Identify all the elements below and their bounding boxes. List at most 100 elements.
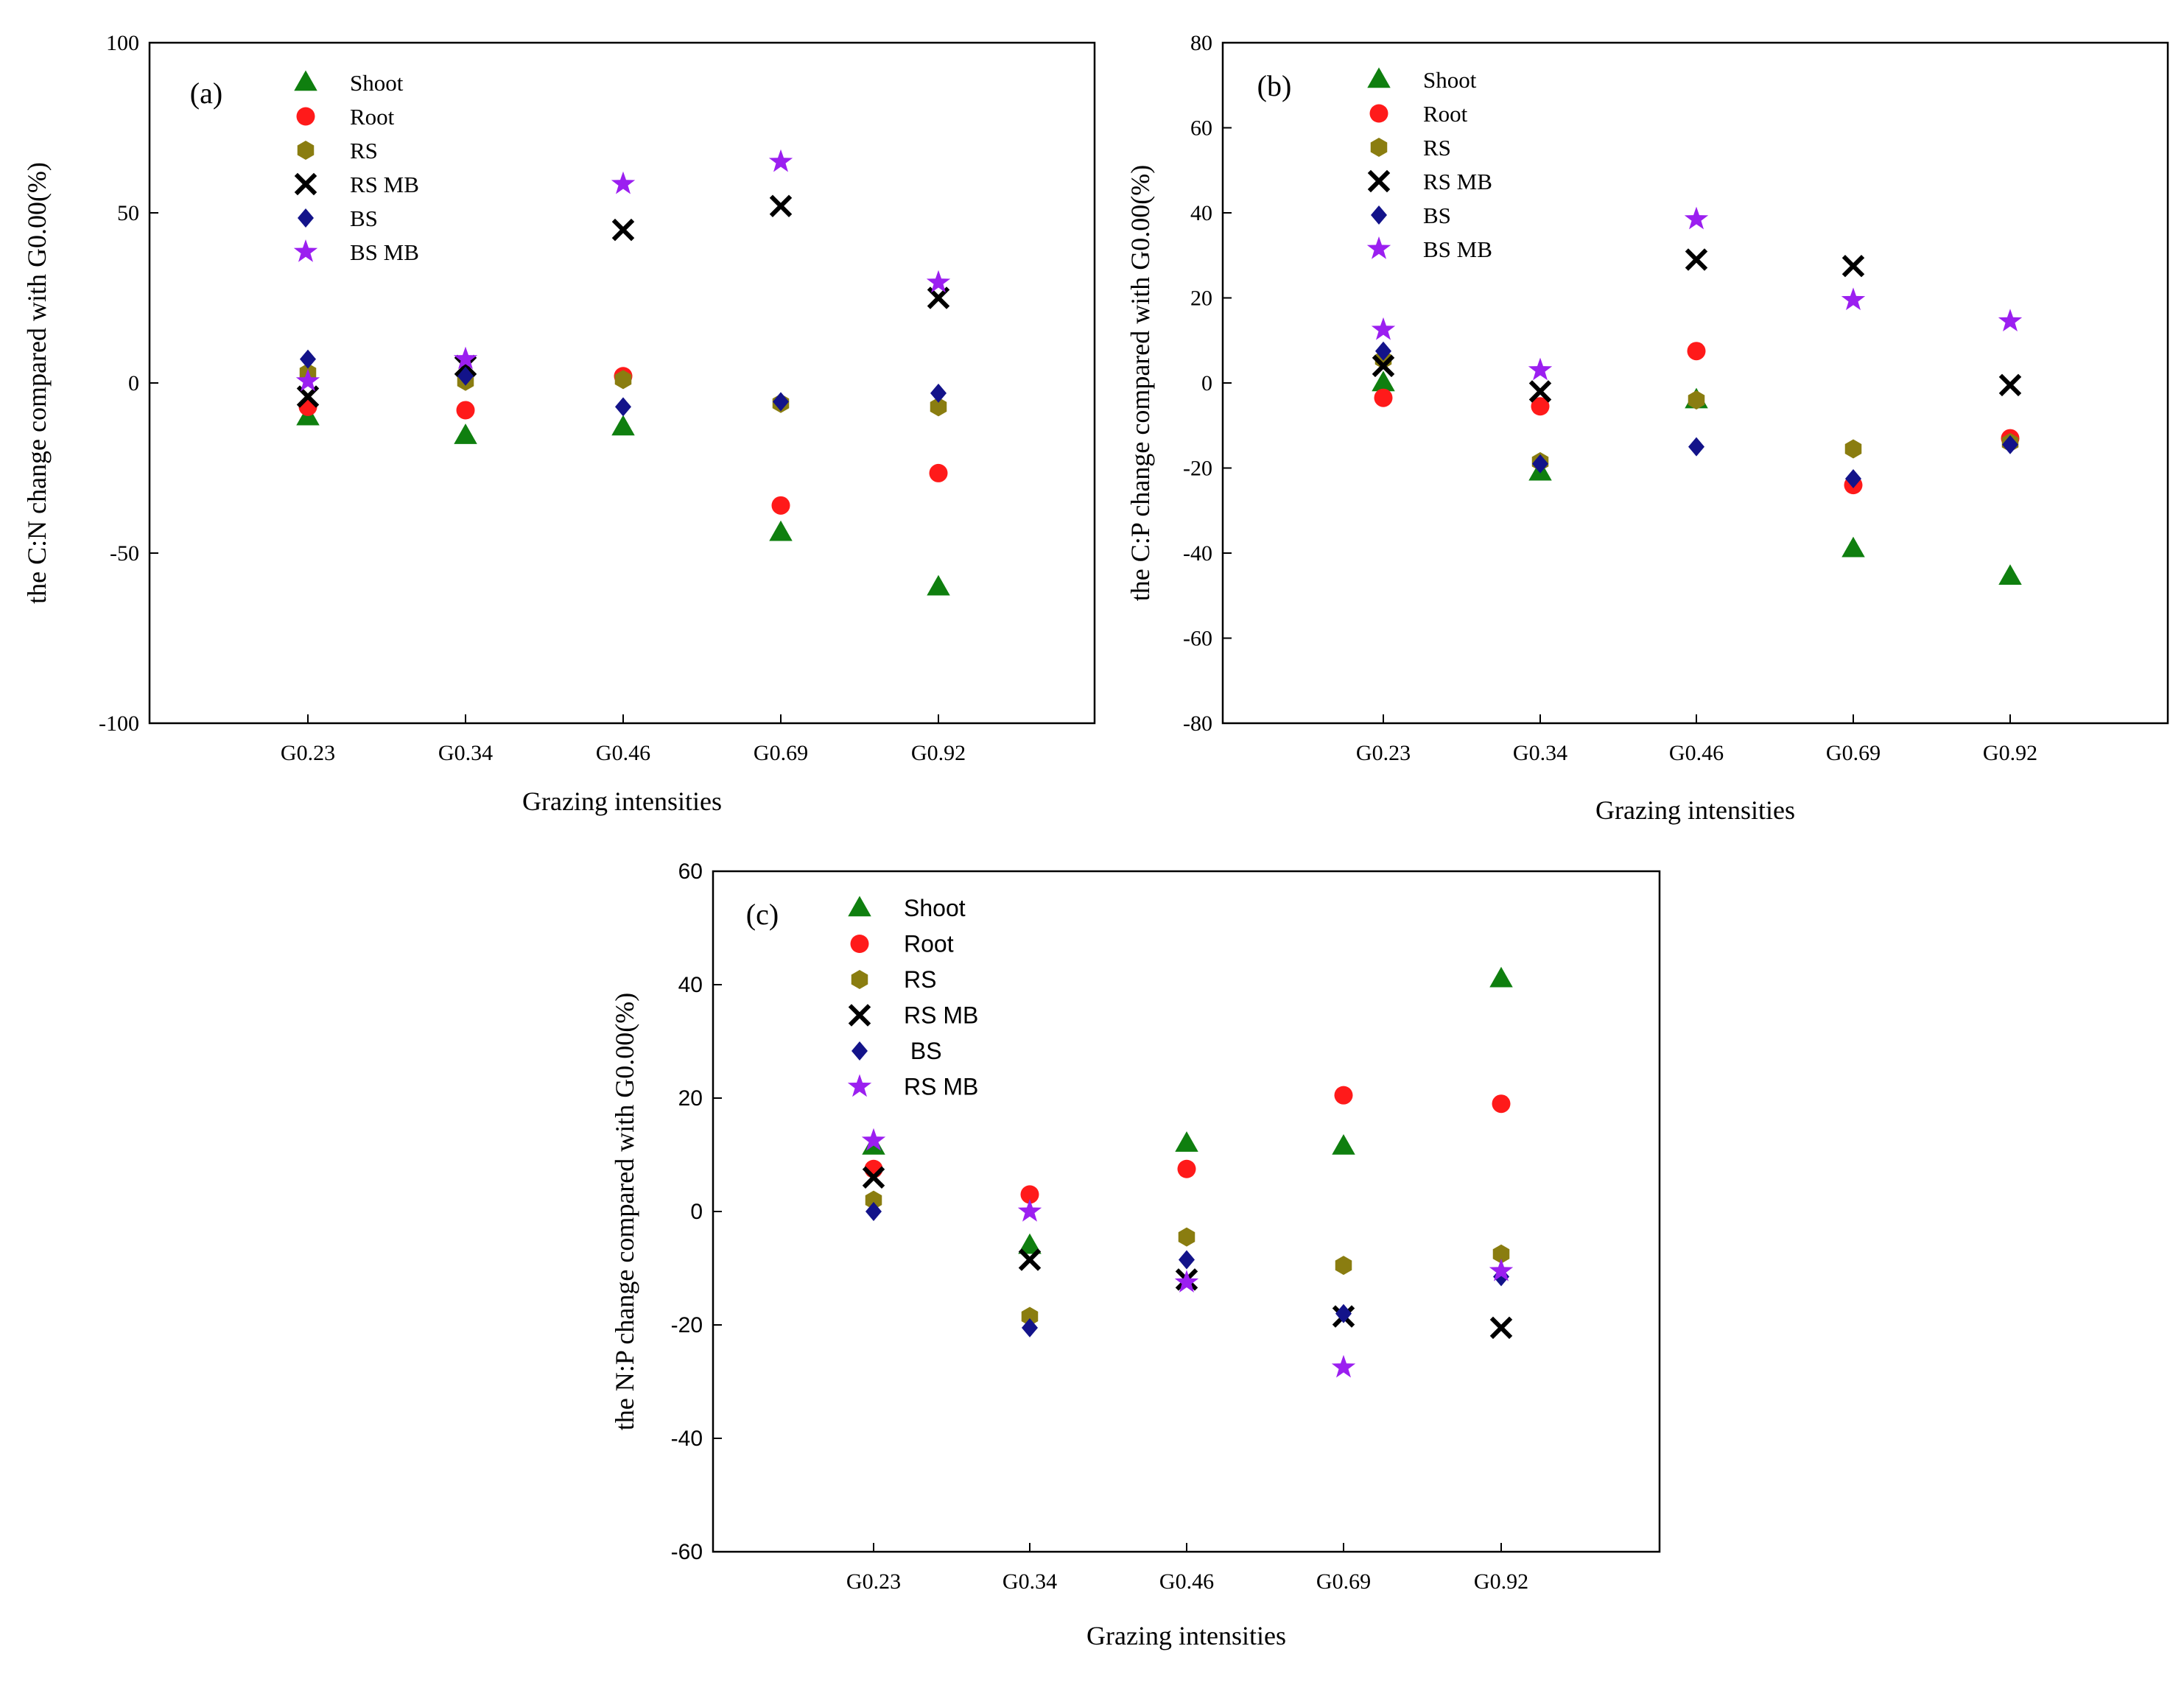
legend-label: RS MB	[904, 1002, 978, 1029]
legend-marker-rs	[297, 141, 315, 160]
y-axis-label: the C:N change compared with G0.00(%)	[22, 162, 52, 604]
y-tick-label: 0	[1201, 371, 1212, 395]
legend-label: BS MB	[1423, 236, 1492, 262]
point-rs-mb-g069	[1841, 254, 1865, 278]
plot-frame	[1221, 41, 2169, 725]
point-bs-g046	[1688, 437, 1704, 457]
point-shoot-g069	[1841, 536, 1865, 558]
legend-label: Root	[350, 104, 395, 130]
panel-b: -80 -60 -40 -20 0 20 40 60 80 G0.23 G0.34 G0.46 G0.6…	[1126, 31, 2169, 825]
point-rs-mb-g046	[611, 218, 635, 242]
point-bs-g046	[615, 397, 631, 417]
legend-marker-rs-mb	[294, 172, 317, 196]
legend-label: RS MB	[350, 172, 419, 197]
x-tick-label: G0.34	[438, 741, 493, 765]
legend-marker-bs	[852, 1041, 868, 1061]
x-tick-label: G0.69	[1826, 741, 1881, 765]
legend-label: RS MB	[904, 1074, 978, 1100]
y-tick-label: -20	[671, 1313, 703, 1337]
point-bs-g034	[1532, 454, 1548, 474]
y-tick-label: 20	[678, 1086, 703, 1111]
legend-label: BS	[904, 1038, 942, 1064]
point-bs-g046	[1179, 1250, 1195, 1270]
legend-label: Shoot	[350, 70, 404, 96]
x-axis-label: Grazing intensities	[1086, 1621, 1286, 1650]
panel-label: (b)	[1257, 69, 1292, 102]
y-tick-label: -20	[1183, 457, 1212, 481]
point-shoot-g034	[1018, 1233, 1042, 1254]
y-tick-label: 0	[128, 371, 139, 395]
y-tick-label: 60	[1190, 116, 1212, 141]
legend-marker-rs	[1370, 138, 1388, 157]
y-axis-label: the C:P change compared with G0.00(%)	[1126, 165, 1155, 602]
x-tick-label: G0.23	[846, 1569, 901, 1594]
point-bs-mb-g034	[1017, 1199, 1042, 1222]
legend-label: BS	[350, 205, 378, 231]
point-bs-mb-g034	[453, 346, 478, 370]
y-tick-label: -40	[1183, 541, 1212, 566]
legend: Shoot Root RS RS MB BS RS MB	[847, 895, 978, 1100]
point-rs-g092	[1492, 1244, 1510, 1264]
point-bs-mb-g046	[1684, 206, 1709, 230]
data-points	[295, 149, 951, 596]
x-tick-label: G0.23	[281, 741, 335, 765]
point-bs-g034	[1022, 1318, 1038, 1337]
x-axis-label: Grazing intensities	[522, 787, 722, 816]
legend-marker-bs	[298, 208, 314, 228]
legend-label: BS	[1423, 203, 1451, 228]
y-tick-label: 50	[117, 201, 139, 225]
panel-label: (c)	[746, 898, 779, 931]
y-tick-label: 100	[106, 31, 139, 55]
point-root-g034	[456, 401, 475, 420]
x-tick-label: G0.34	[1003, 1569, 1057, 1594]
y-tick-label: -60	[1183, 627, 1212, 651]
y-tick-label: -40	[671, 1427, 703, 1451]
point-bs-mb-g046	[1174, 1270, 1199, 1293]
point-bs-mb-g023	[295, 368, 320, 392]
point-bs-g069	[1335, 1304, 1352, 1323]
y-tick-label: 40	[1190, 201, 1212, 225]
legend-marker-root	[296, 107, 315, 126]
point-bs-mb-g069	[768, 149, 793, 172]
point-bs-mb-g092	[1998, 309, 2023, 332]
data-points	[861, 966, 1514, 1378]
legend-label: RS	[1423, 135, 1451, 161]
panel-a: -100 -50 0 50 100 G0.23 G0.34 G0.46 G0.69 G0.92 Gr…	[22, 31, 1096, 816]
legend-label: RS	[350, 138, 378, 163]
point-rs-mb-g034	[454, 354, 477, 378]
point-rs-mb-g092	[927, 286, 950, 309]
y-tick-label: 40	[678, 973, 703, 997]
x-tick-label: G0.34	[1513, 741, 1567, 765]
point-shoot-g046	[611, 415, 635, 436]
point-rs-mb-g046	[1685, 248, 1708, 271]
point-rs-g092	[930, 397, 947, 417]
point-root-g046	[1687, 342, 1706, 361]
y-tick-label: 20	[1190, 286, 1212, 311]
legend-label: Root	[904, 931, 954, 957]
point-bs-g023	[865, 1202, 882, 1221]
panel-label: (a)	[190, 77, 222, 110]
point-rs-mb-g023	[296, 385, 320, 408]
point-rs-mb-g034	[1528, 380, 1552, 403]
y-tick-label: 80	[1190, 31, 1212, 55]
legend-marker-root	[850, 935, 869, 953]
legend-marker-shoot	[294, 70, 317, 91]
x-tick-label: G0.92	[911, 741, 966, 765]
point-shoot-g023	[1372, 370, 1395, 392]
y-axis-label: the N:P change compared with G0.00(%)	[610, 993, 639, 1431]
legend-marker-bs-mb	[1366, 236, 1391, 259]
x-axis-label: Grazing intensities	[1595, 795, 1795, 825]
point-rs-g023	[865, 1190, 882, 1210]
point-bs-mb-g069	[1331, 1354, 1356, 1378]
point-rs-g046	[614, 370, 632, 390]
point-shoot-g046	[1175, 1131, 1198, 1152]
legend-label: Shoot	[904, 895, 966, 921]
x-tick-label: G0.92	[1474, 1569, 1528, 1594]
point-rs-mb-g092	[1489, 1316, 1513, 1340]
point-root-g046	[1177, 1159, 1196, 1178]
point-bs-g023	[300, 349, 316, 369]
point-bs-g092	[2002, 435, 2018, 454]
point-bs-g034	[457, 366, 474, 386]
point-shoot-g069	[769, 520, 793, 541]
point-bs-mb-g023	[1371, 317, 1396, 340]
